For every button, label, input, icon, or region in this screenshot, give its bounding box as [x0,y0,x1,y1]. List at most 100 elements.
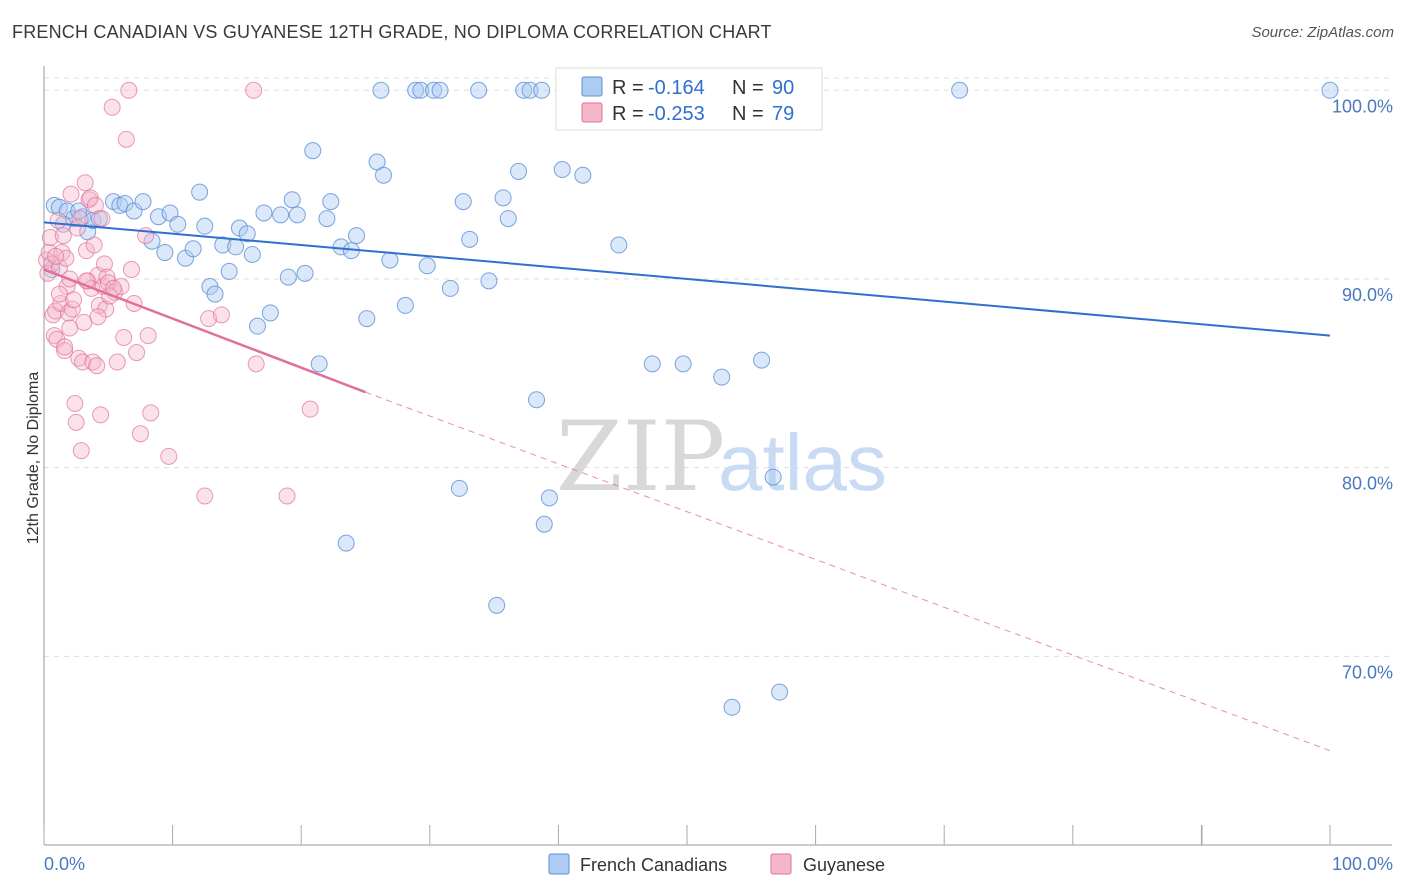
point-french-canadians-79 [713,368,731,386]
point-guyanese-70 [301,400,319,418]
point-french-canadians-34 [283,191,301,209]
point-guyanese-3 [41,228,59,246]
x-ticks [43,825,1331,845]
point-french-canadians-63 [494,189,512,207]
y-axis-label: 12th Grade, No Diploma [25,372,42,545]
point-guyanese-42 [92,406,110,424]
legend-n-value-blue: 90 [772,77,794,99]
trend-line-french-canadians [43,221,1331,337]
point-french-canadians-27 [238,225,256,243]
point-guyanese-55 [120,81,138,99]
point-french-canadians-58 [450,479,468,497]
point-french-canadians-85 [1321,81,1339,99]
legend-r-value-blue: -0.164 [648,77,705,99]
point-guyanese-51 [108,353,126,371]
point-guyanese-22 [66,395,84,413]
point-french-canadians-37 [304,142,322,160]
point-french-canadians-59 [461,230,479,248]
point-french-canadians-36 [296,264,314,282]
point-guyanese-73 [89,308,107,326]
point-guyanese-56 [122,261,140,279]
point-guyanese-76 [56,338,74,356]
point-guyanese-9 [49,211,67,229]
point-french-canadians-70 [535,515,553,533]
point-french-canadians-22 [206,285,224,303]
bottom-legend-label-french-canadians: French Canadians [580,855,727,875]
point-guyanese-68 [247,355,265,373]
point-french-canadians-54 [425,81,443,99]
point-french-canadians-52 [412,81,430,99]
point-french-canadians-72 [553,161,571,179]
point-french-canadians-10 [125,202,143,220]
legend-swatch-pink [581,102,603,123]
point-french-canadians-44 [347,227,365,245]
point-guyanese-54 [117,130,135,148]
watermark-zip: ZIP [556,401,725,513]
point-guyanese-21 [65,291,83,309]
point-guyanese-18 [61,319,79,337]
point-guyanese-69 [278,487,296,505]
point-guyanese-65 [200,310,218,328]
point-guyanese-29 [75,313,93,331]
legend-r-value-pink: -0.253 [648,103,705,125]
point-french-canadians-64 [499,210,517,228]
point-french-canadians-45 [358,310,376,328]
point-guyanese-14 [56,342,74,360]
point-french-canadians-74 [610,236,628,254]
point-guyanese-28 [74,353,92,371]
point-french-canadians-16 [169,215,187,233]
point-french-canadians-32 [272,206,290,224]
y-tick-label-80: 80.0% [1342,474,1393,494]
y-tick-label-70: 70.0% [1342,662,1393,682]
point-french-canadians-25 [227,238,245,256]
y-tick-labels: 70.0% 80.0% 90.0% 100.0% [1332,96,1393,682]
bottom-legend-swatch-pink [770,853,792,875]
point-guyanese-58 [128,344,146,362]
legend-swatch-blue [581,76,603,97]
point-guyanese-53 [115,328,133,346]
bottom-legend: French Canadians Guyanese [548,853,885,875]
point-guyanese-49 [103,98,121,116]
point-french-canadians-19 [191,183,209,201]
point-guyanese-59 [131,425,149,443]
point-french-canadians-77 [674,355,692,373]
point-french-canadians-61 [480,272,498,290]
y-tick-label-100: 100.0% [1332,96,1393,116]
x-tick-label-100: 100.0% [1332,854,1393,874]
point-french-canadians-14 [156,244,174,262]
point-guyanese-37 [85,236,103,254]
legend-r-label-pink: R = [612,103,644,125]
point-french-canadians-31 [261,304,279,322]
point-french-canadians-80 [723,698,741,716]
point-french-canadians-33 [279,268,297,286]
legend-r-label-blue: R = [612,77,644,99]
point-guyanese-30 [76,174,94,192]
point-french-canadians-83 [771,683,789,701]
point-french-canadians-71 [540,489,558,507]
point-french-canadians-39 [318,210,336,228]
point-french-canadians-81 [753,351,771,369]
point-guyanese-26 [71,210,89,228]
point-guyanese-27 [72,442,90,460]
y-tick-label-90: 90.0% [1342,285,1393,305]
legend: R = -0.164 N = 90 R = -0.253 N = 79 [555,67,823,131]
point-guyanese-61 [139,327,157,345]
point-guyanese-78 [50,285,68,303]
x-tick-labels: 0.0% 100.0% [44,854,1393,874]
point-french-canadians-35 [288,206,306,224]
legend-n-label-blue: N = [732,77,764,99]
point-guyanese-43 [93,210,111,228]
point-guyanese-23 [67,413,85,431]
point-guyanese-62 [142,404,160,422]
point-french-canadians-49 [381,251,399,269]
trend-line-guyanese [43,268,366,394]
point-french-canadians-40 [322,193,340,211]
point-guyanese-13 [54,227,72,245]
point-guyanese-39 [88,357,106,375]
legend-n-value-pink: 79 [772,103,794,125]
point-guyanese-77 [47,247,65,265]
point-french-canadians-82 [764,468,782,486]
point-french-canadians-56 [441,279,459,297]
point-french-canadians-60 [470,81,488,99]
